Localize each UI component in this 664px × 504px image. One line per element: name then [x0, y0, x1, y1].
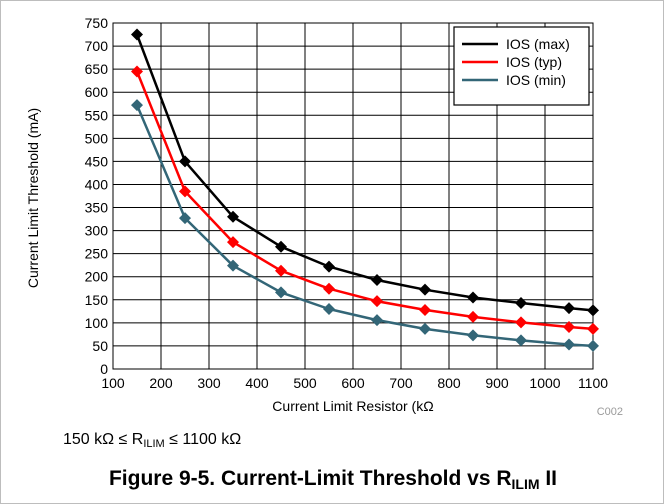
y-tick-label: 200 — [85, 269, 109, 285]
y-tick-label: 450 — [85, 153, 109, 169]
x-axis-title: Current Limit Resistor (kΩ — [272, 398, 433, 414]
y-tick-label: 150 — [85, 292, 109, 308]
x-tick-label: 1000 — [529, 375, 560, 391]
data-point-marker — [467, 291, 479, 304]
x-tick-label: 800 — [437, 375, 461, 391]
x-tick-label: 700 — [389, 375, 413, 391]
data-point-marker — [563, 338, 575, 351]
caption-suffix: II — [539, 467, 558, 490]
data-point-marker — [419, 303, 431, 316]
y-tick-label: 300 — [85, 223, 109, 239]
data-point-marker — [419, 322, 431, 335]
data-point-marker — [323, 260, 335, 273]
y-tick-label: 50 — [92, 338, 108, 354]
y-tick-label: 250 — [85, 246, 109, 262]
x-tick-label: 300 — [197, 375, 221, 391]
resistor-range-note: 150 kΩ ≤ RILIM ≤ 1100 kΩ — [63, 431, 241, 450]
note-suffix: ≤ 1100 kΩ — [164, 431, 242, 448]
data-point-marker — [371, 295, 383, 308]
data-point-marker — [179, 155, 191, 168]
figure-code: C002 — [597, 406, 623, 418]
y-tick-label: 600 — [85, 84, 109, 100]
line-chart: 100 200 300 400 500 600 700 800 900 1000 1100 0 50 10… — [25, 15, 623, 418]
series-0 — [131, 28, 599, 317]
grid — [112, 22, 594, 370]
data-point-marker — [563, 302, 575, 315]
data-point-marker — [515, 316, 527, 329]
y-tick-label: 750 — [85, 15, 109, 31]
data-point-marker — [323, 303, 335, 316]
y-tick-label: 0 — [100, 361, 108, 377]
x-tick-label: 900 — [485, 375, 509, 391]
series-line — [135, 104, 594, 348]
y-tick-label: 700 — [85, 38, 109, 54]
series-2 — [131, 99, 599, 352]
caption-text: Figure 9-5. Current-Limit Threshold vs R — [108, 467, 512, 490]
x-tick-label: 1100 — [578, 375, 608, 391]
note-prefix: 150 kΩ ≤ R — [63, 431, 144, 448]
legend-label: IOS (min) — [506, 72, 566, 88]
data-point-marker — [275, 264, 287, 277]
y-tick-label: 350 — [85, 200, 109, 216]
note-subscript: ILIM — [143, 438, 165, 450]
data-point-marker — [227, 236, 239, 249]
x-tick-label: 400 — [245, 375, 269, 391]
data-point-marker — [371, 273, 383, 286]
data-point-marker — [275, 240, 287, 253]
y-tick-label: 650 — [85, 61, 109, 77]
data-point-marker — [323, 282, 335, 295]
x-tick-label: 100 — [101, 375, 125, 391]
data-point-marker — [131, 99, 143, 112]
y-tick-label: 550 — [85, 107, 109, 123]
data-point-marker — [587, 339, 599, 352]
data-point-marker — [227, 210, 239, 223]
tick-labels: 100 200 300 400 500 600 700 800 900 1000 1100 0 50 10… — [85, 15, 609, 391]
data-point-marker — [179, 185, 191, 198]
series-1 — [131, 65, 599, 335]
legend: IOS (max) IOS (typ) IOS (min) — [453, 26, 590, 106]
data-point-marker — [467, 310, 479, 323]
x-tick-label: 600 — [341, 375, 365, 391]
data-point-marker — [227, 259, 239, 272]
data-point-marker — [179, 212, 191, 225]
x-tick-label: 500 — [293, 375, 317, 391]
legend-box — [453, 26, 590, 106]
figure-caption: Figure 9-5. Current-Limit Threshold vs R… — [1, 467, 664, 492]
legend-label: IOS (max) — [506, 36, 570, 52]
series-line — [135, 70, 594, 331]
data-point-marker — [131, 28, 143, 41]
legend-label: IOS (typ) — [506, 54, 562, 70]
data-point-marker — [419, 283, 431, 296]
y-tick-label: 500 — [85, 130, 109, 146]
data-point-marker — [587, 304, 599, 317]
y-tick-label: 100 — [85, 315, 109, 331]
data-point-marker — [563, 321, 575, 334]
data-point-marker — [371, 314, 383, 327]
series-layer — [131, 28, 599, 352]
data-point-marker — [275, 286, 287, 299]
data-point-marker — [587, 322, 599, 335]
y-tick-label: 400 — [85, 176, 109, 192]
data-point-marker — [515, 334, 527, 347]
x-tick-label: 200 — [149, 375, 173, 391]
data-point-marker — [515, 297, 527, 310]
y-axis-title: Current Limit Threshold (mA) — [25, 108, 41, 288]
data-point-marker — [467, 329, 479, 342]
plot-area-border — [112, 22, 594, 370]
caption-subscript: ILIM — [511, 476, 540, 492]
data-point-marker — [131, 65, 143, 78]
